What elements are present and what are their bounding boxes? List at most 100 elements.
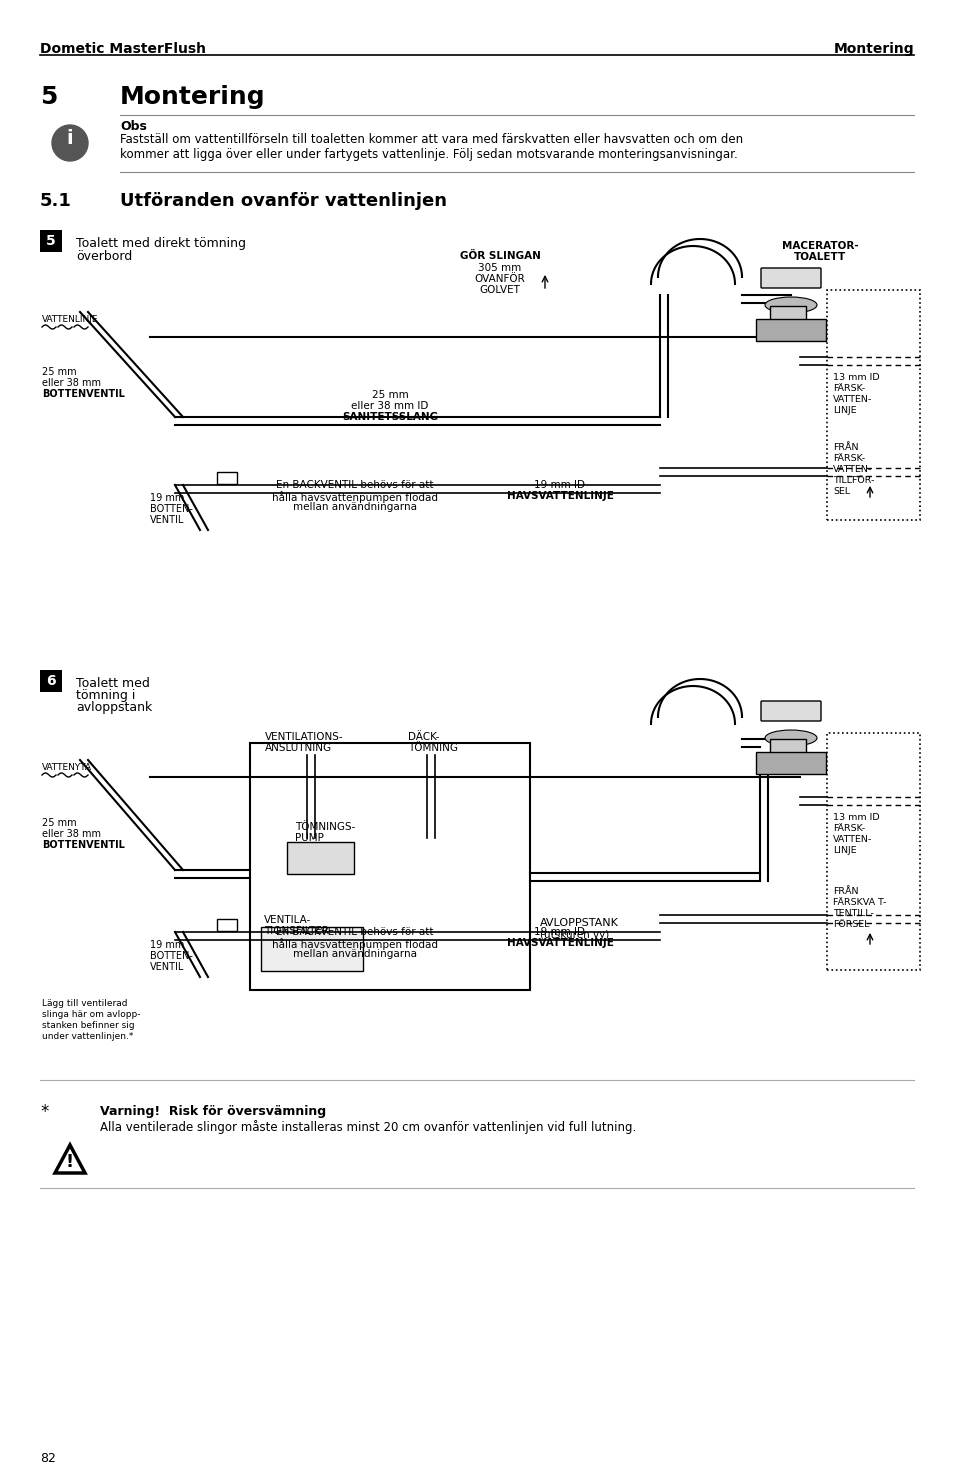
Text: hålla havsvattenpumpen flödad: hålla havsvattenpumpen flödad bbox=[272, 491, 437, 503]
Text: kommer att ligga över eller under fartygets vattenlinje. Följ sedan motsvarande : kommer att ligga över eller under fartyg… bbox=[120, 148, 737, 161]
Text: FÄRSK-: FÄRSK- bbox=[832, 454, 864, 463]
Text: FÄRSKVA T-: FÄRSKVA T- bbox=[832, 898, 885, 907]
Text: TÖMNINGS-: TÖMNINGS- bbox=[294, 822, 355, 832]
Text: MACERATOR-: MACERATOR- bbox=[781, 240, 858, 251]
Text: slinga här om avlopp-: slinga här om avlopp- bbox=[42, 1010, 140, 1019]
Text: VATTEN-: VATTEN- bbox=[832, 835, 871, 844]
Text: Varning!  Risk för översvämning: Varning! Risk för översvämning bbox=[100, 1105, 326, 1118]
Text: VATTEN-: VATTEN- bbox=[832, 465, 871, 473]
Text: En BACKVENTIL behövs för att: En BACKVENTIL behövs för att bbox=[276, 479, 434, 490]
Text: Dometic MasterFlush: Dometic MasterFlush bbox=[40, 41, 206, 56]
Text: tömning i: tömning i bbox=[76, 689, 135, 702]
Ellipse shape bbox=[764, 296, 816, 313]
Text: Toalett med: Toalett med bbox=[76, 677, 150, 690]
Text: TOALETT: TOALETT bbox=[793, 252, 845, 263]
Text: *: * bbox=[40, 1103, 49, 1121]
Text: TILLFÖR-: TILLFÖR- bbox=[832, 476, 874, 485]
Text: 5: 5 bbox=[40, 86, 57, 109]
Text: eller 38 mm: eller 38 mm bbox=[42, 378, 101, 388]
FancyBboxPatch shape bbox=[760, 268, 821, 288]
FancyBboxPatch shape bbox=[760, 701, 821, 721]
Text: 25 mm: 25 mm bbox=[372, 389, 408, 400]
Text: FRÅN: FRÅN bbox=[832, 442, 858, 451]
FancyBboxPatch shape bbox=[216, 472, 236, 484]
Polygon shape bbox=[55, 1145, 85, 1173]
FancyBboxPatch shape bbox=[40, 230, 62, 252]
Text: SANITETSSLANG: SANITETSSLANG bbox=[341, 412, 437, 422]
Text: VATTEN-: VATTEN- bbox=[832, 395, 871, 404]
Text: LINJE: LINJE bbox=[832, 847, 856, 856]
Text: överbord: överbord bbox=[76, 249, 132, 263]
Text: 5.1: 5.1 bbox=[40, 192, 71, 209]
Text: OVANFÖR: OVANFÖR bbox=[475, 274, 525, 285]
Text: BOTTEN-: BOTTEN- bbox=[150, 504, 193, 513]
Text: BOTTEN-: BOTTEN- bbox=[150, 951, 193, 962]
Text: VATTENLINJE: VATTENLINJE bbox=[42, 316, 98, 324]
Text: 19 mm: 19 mm bbox=[150, 493, 184, 503]
Text: GÖR SLINGAN: GÖR SLINGAN bbox=[459, 251, 539, 261]
FancyBboxPatch shape bbox=[40, 670, 62, 692]
Text: FÖRSEL: FÖRSEL bbox=[832, 920, 868, 929]
Text: TENTILL-: TENTILL- bbox=[832, 909, 873, 917]
Text: VENTIL: VENTIL bbox=[150, 962, 184, 972]
FancyBboxPatch shape bbox=[755, 319, 825, 341]
Text: (utskuren vy): (utskuren vy) bbox=[539, 931, 609, 940]
Text: i: i bbox=[67, 128, 73, 148]
FancyBboxPatch shape bbox=[216, 919, 236, 931]
Text: hålla havsvattenpumpen flödad: hålla havsvattenpumpen flödad bbox=[272, 938, 437, 950]
Text: VENTIL: VENTIL bbox=[150, 515, 184, 525]
Text: mellan användningarna: mellan användningarna bbox=[293, 948, 416, 959]
Text: HAVSVATTENLINJE: HAVSVATTENLINJE bbox=[506, 938, 613, 948]
Text: 305 mm: 305 mm bbox=[477, 263, 521, 273]
Text: GOLVET: GOLVET bbox=[479, 285, 520, 295]
FancyBboxPatch shape bbox=[769, 305, 805, 320]
Text: VATTENYTA: VATTENYTA bbox=[42, 763, 91, 771]
Text: eller 38 mm ID: eller 38 mm ID bbox=[351, 401, 428, 412]
FancyBboxPatch shape bbox=[755, 752, 825, 774]
Text: Lägg till ventilerad: Lägg till ventilerad bbox=[42, 999, 128, 1007]
Text: BOTTENVENTIL: BOTTENVENTIL bbox=[42, 389, 125, 400]
Text: SEL: SEL bbox=[832, 487, 849, 496]
Text: eller 38 mm: eller 38 mm bbox=[42, 829, 101, 839]
FancyBboxPatch shape bbox=[287, 842, 354, 875]
Text: Fastställ om vattentillförseln till toaletten kommer att vara med färskvatten el: Fastställ om vattentillförseln till toal… bbox=[120, 133, 742, 146]
FancyBboxPatch shape bbox=[261, 926, 363, 971]
Text: 13 mm ID: 13 mm ID bbox=[832, 373, 879, 382]
Text: Montering: Montering bbox=[833, 41, 913, 56]
Text: 6: 6 bbox=[46, 674, 56, 687]
Circle shape bbox=[52, 125, 88, 161]
Text: stanken befinner sig: stanken befinner sig bbox=[42, 1021, 134, 1030]
Text: ANSLUTNING: ANSLUTNING bbox=[265, 743, 332, 754]
Text: 25 mm: 25 mm bbox=[42, 819, 76, 827]
Text: Montering: Montering bbox=[120, 86, 265, 109]
Text: FÄRSK-: FÄRSK- bbox=[832, 825, 864, 833]
Text: 25 mm: 25 mm bbox=[42, 367, 76, 378]
Text: HAVSVATTENLINJE: HAVSVATTENLINJE bbox=[506, 491, 613, 502]
Text: FÄRSK-: FÄRSK- bbox=[832, 384, 864, 392]
Text: 13 mm ID: 13 mm ID bbox=[832, 813, 879, 822]
Text: TIONSFILTER: TIONSFILTER bbox=[264, 926, 329, 937]
Text: TÖMNING: TÖMNING bbox=[408, 743, 457, 754]
Text: Utföranden ovanför vattenlinjen: Utföranden ovanför vattenlinjen bbox=[120, 192, 447, 209]
Text: mellan användningarna: mellan användningarna bbox=[293, 502, 416, 512]
Text: BOTTENVENTIL: BOTTENVENTIL bbox=[42, 839, 125, 850]
Text: 19 mm ID: 19 mm ID bbox=[534, 479, 585, 490]
Text: Alla ventilerade slingor måste installeras minst 20 cm ovanför vattenlinjen vid : Alla ventilerade slingor måste installer… bbox=[100, 1120, 636, 1134]
Text: En BACKVENTIL behövs för att: En BACKVENTIL behövs för att bbox=[276, 926, 434, 937]
Text: DÄCK-: DÄCK- bbox=[408, 732, 439, 742]
Text: 82: 82 bbox=[40, 1451, 56, 1465]
FancyBboxPatch shape bbox=[250, 743, 530, 990]
Text: 19 mm: 19 mm bbox=[150, 940, 184, 950]
Ellipse shape bbox=[764, 730, 816, 746]
Text: FRÅN: FRÅN bbox=[832, 886, 858, 895]
Text: !: ! bbox=[66, 1153, 74, 1171]
Text: avloppstank: avloppstank bbox=[76, 701, 152, 714]
Text: under vattenlinjen.*: under vattenlinjen.* bbox=[42, 1032, 133, 1041]
Text: LINJE: LINJE bbox=[832, 406, 856, 414]
Text: AVLOPPSTANK: AVLOPPSTANK bbox=[539, 917, 618, 928]
Text: Obs: Obs bbox=[120, 119, 147, 133]
Text: 5: 5 bbox=[46, 235, 56, 248]
FancyBboxPatch shape bbox=[769, 739, 805, 754]
Text: Toalett med direkt tömning: Toalett med direkt tömning bbox=[76, 237, 246, 249]
Text: 19 mm ID: 19 mm ID bbox=[534, 926, 585, 937]
